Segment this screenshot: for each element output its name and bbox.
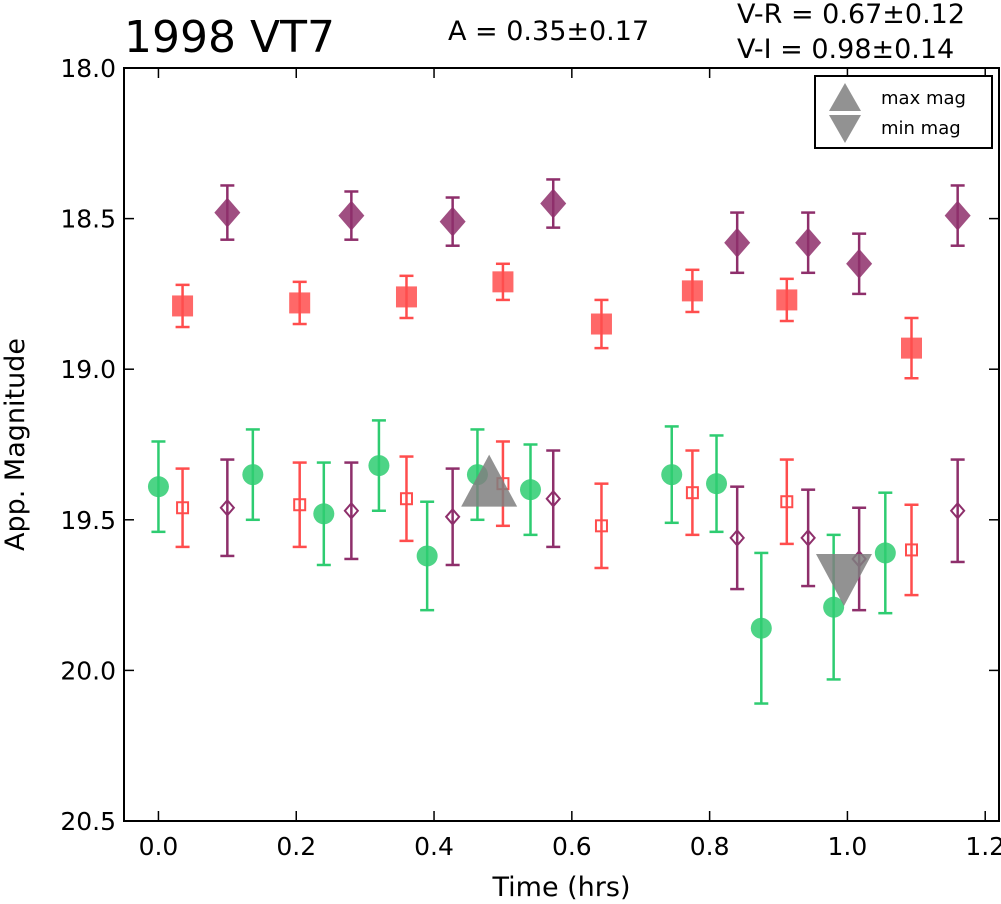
y-tick-label: 19.0: [60, 355, 116, 384]
red-square-open-point: [293, 498, 307, 512]
purple-diamond-filled-point: [724, 227, 751, 258]
axes: 0.0 0.2 0.4 0.6 0.8 1.0 1.2 18.0 18.5 19.0 19.5 20.…: [60, 54, 1001, 861]
green-circle-point: [313, 503, 335, 525]
green-circle-point: [661, 464, 683, 486]
x-tick-label: 1.2: [965, 832, 1001, 861]
amplitude-label: A = 0.35±0.17: [448, 16, 650, 47]
y-tick-label: 18.5: [60, 205, 116, 234]
red-square-open-point: [905, 543, 918, 557]
legend-label: max mag: [881, 88, 966, 109]
y-tick-label: 18.0: [60, 54, 116, 83]
purple-diamond-filled-point: [439, 206, 466, 237]
green-circle-point: [519, 479, 541, 501]
red-square-filled-point: [776, 289, 798, 311]
purple-diamond-open-point: [545, 489, 562, 508]
green-circle-point: [368, 455, 390, 477]
red-square-filled-point: [172, 295, 194, 317]
chart-title: 1998 VT7: [124, 12, 335, 63]
red-square-filled-point: [590, 313, 612, 335]
red-square-filled-point: [289, 292, 311, 314]
red-square-open-point: [594, 519, 608, 533]
min-mag-marker: [815, 554, 872, 607]
y-tick-label: 20.5: [60, 807, 116, 836]
purple-diamond-open-point: [800, 528, 816, 547]
purple-diamond-filled-point: [795, 227, 822, 258]
purple-diamond-open-point: [219, 498, 236, 517]
green-circle-point: [823, 596, 845, 618]
green-circle-point: [750, 617, 772, 639]
y-axis-label: App. Magnitude: [0, 338, 31, 551]
purple-diamond-open-point: [949, 501, 966, 520]
purple-diamond-open-point: [444, 507, 461, 526]
red-square-open-point: [399, 492, 413, 506]
red-square-filled-point: [901, 337, 922, 359]
x-tick-label: 1.0: [828, 832, 868, 861]
green-circle-point: [706, 473, 728, 495]
green-circle-point: [147, 476, 169, 498]
legend-marker-triangle-down: [829, 115, 861, 143]
red-square-open-point: [780, 495, 794, 509]
purple-diamond-open-point: [343, 501, 360, 520]
purple-diamond-filled-point: [540, 188, 567, 219]
purple-diamond-filled-point: [338, 200, 365, 231]
max-mag-marker: [461, 454, 518, 507]
y-tick-label: 19.5: [60, 506, 116, 535]
red-square-filled-point: [395, 286, 417, 308]
green-circle-point: [416, 545, 438, 567]
purple-diamond-filled-point: [944, 200, 971, 231]
red-square-filled-point: [681, 280, 703, 302]
y-tick-label: 20.0: [60, 656, 116, 685]
green-circle-point: [874, 542, 896, 564]
x-tick-label: 0.6: [552, 832, 592, 861]
green-circle-point: [242, 464, 264, 486]
x-tick-label: 0.0: [139, 832, 179, 861]
x-tick-label: 0.2: [276, 832, 316, 861]
red-square-open-point: [176, 501, 190, 515]
purple-diamond-open-point: [729, 528, 746, 547]
legend: max mag min mag: [814, 75, 993, 149]
legend-marker-triangle-up: [829, 83, 861, 111]
red-square-filled-point: [492, 271, 514, 293]
x-axis-label: Time (hrs): [491, 872, 630, 903]
purple-diamond-filled-point: [214, 197, 241, 228]
red-square-open-point: [685, 486, 699, 500]
x-tick-label: 0.4: [414, 832, 454, 861]
plot-frame: [123, 67, 1000, 822]
legend-label: min mag: [881, 118, 961, 139]
color-index-v-r: V-R = 0.67±0.12: [737, 0, 966, 30]
data-marks: [147, 178, 971, 705]
purple-diamond-filled-point: [846, 248, 873, 279]
color-index-v-i: V-I = 0.98±0.14: [737, 34, 955, 65]
x-tick-label: 0.8: [690, 832, 730, 861]
